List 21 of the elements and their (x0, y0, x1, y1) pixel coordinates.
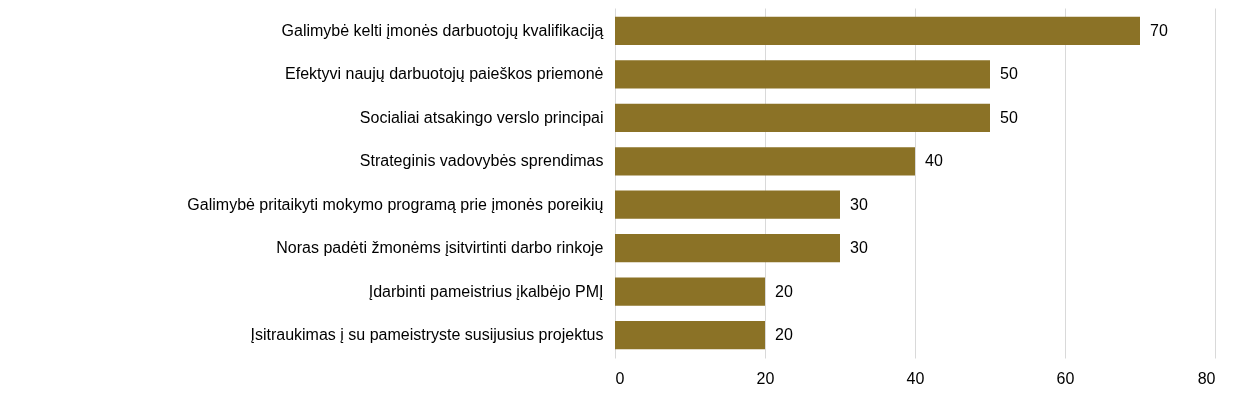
x-tick-label: 40 (906, 369, 925, 387)
y-tick-label: Įdarbinti pameistrius įkalbėjo PMĮ (368, 282, 604, 300)
data-label: 20 (775, 282, 793, 300)
data-label: 30 (850, 239, 868, 257)
y-tick-label: Noras padėti žmonėms įsitvirtinti darbo rinkoje (276, 239, 604, 257)
x-tick-label: 60 (1056, 369, 1075, 387)
data-label: 30 (850, 195, 868, 213)
x-tick-label: 80 (1197, 369, 1216, 387)
data-label: 40 (925, 152, 943, 170)
x-tick-label: 20 (756, 369, 775, 387)
data-label: 20 (775, 326, 793, 344)
y-tick-label: Galimybė pritaikyti mokymo programą prie įmonės poreikių (187, 195, 604, 213)
data-label: 50 (1000, 108, 1018, 126)
x-tick-label: 0 (615, 369, 625, 387)
data-label: 50 (1000, 65, 1018, 83)
data-label: 70 (1150, 21, 1168, 39)
y-tick-label: Strateginis vadovybės sprendimas (359, 152, 604, 170)
y-tick-label: Efektyvi naujų darbuotojų paieškos priemonė (285, 65, 604, 83)
y-tick-label: Įsitraukimas į su pameistryste susijusius projektus (250, 326, 604, 344)
y-tick-label: Socialiai atsakingo verslo principai (359, 108, 604, 126)
y-tick-label: Galimybė kelti įmonės darbuotojų kvalifikaciją (281, 21, 604, 39)
